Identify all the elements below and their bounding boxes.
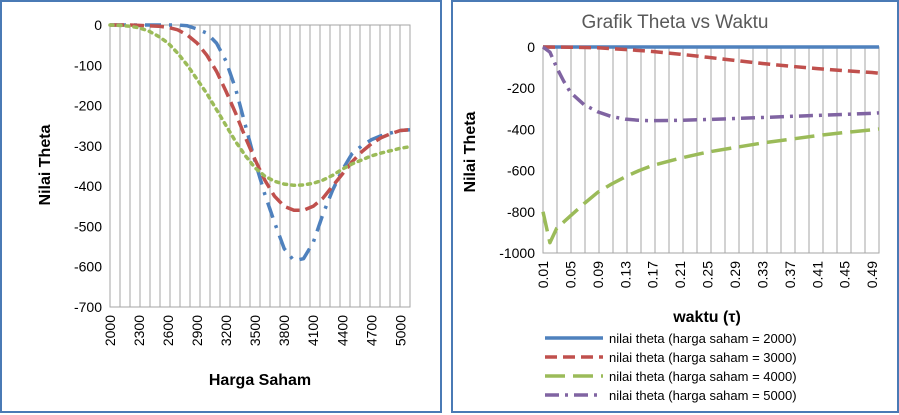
y-axis-ticks: 0 -100 -200 -300 -400 -500 -600 -700 bbox=[74, 17, 102, 315]
chart-series bbox=[541, 45, 880, 245]
x-tick-label: 2600 bbox=[160, 315, 176, 346]
x-tick-label: 3200 bbox=[218, 315, 234, 346]
x-tick-label: 4700 bbox=[363, 315, 379, 346]
x-tick-label: 0.41 bbox=[809, 261, 825, 288]
x-axis-title: Harga Saham bbox=[209, 372, 311, 389]
x-tick-label: 0.01 bbox=[535, 261, 551, 288]
y-tick-label: 0 bbox=[94, 17, 102, 33]
x-tick-label: 0.05 bbox=[562, 261, 578, 288]
x-tick-label: 3800 bbox=[276, 315, 292, 346]
x-tick-label: 2900 bbox=[189, 315, 205, 346]
y-tick-label: -400 bbox=[74, 178, 102, 194]
y-axis-title: Nilai Theta bbox=[462, 111, 479, 192]
x-tick-label: 5000 bbox=[392, 315, 408, 346]
y-tick-label: -100 bbox=[74, 57, 102, 73]
y-axis-ticks: 0 -200 -400 -600 -800 -1000 bbox=[499, 39, 535, 261]
legend-label: nilai theta (harga saham = 2000) bbox=[609, 331, 797, 346]
theta-vs-time-chart-panel: Grafik Theta vs Waktu 0 -200 -400 -600 -800 -… bbox=[451, 0, 899, 413]
x-tick-label: 2300 bbox=[131, 315, 147, 346]
y-tick-label: -600 bbox=[507, 163, 535, 179]
y-tick-label: -600 bbox=[74, 259, 102, 275]
series-line-3 bbox=[108, 23, 412, 188]
theta-vs-price-chart-panel: 0 -100 -200 -300 -400 -500 -600 -700 2000 2300 26… bbox=[0, 0, 442, 413]
y-axis-title: Nilai Theta bbox=[37, 124, 54, 205]
chart-series bbox=[108, 23, 412, 263]
legend-label: nilai theta (harga saham = 4000) bbox=[609, 369, 797, 384]
x-tick-label: 4400 bbox=[334, 315, 350, 346]
y-tick-label: -800 bbox=[507, 204, 535, 220]
legend-label: nilai theta (harga saham = 3000) bbox=[609, 350, 797, 365]
x-tick-label: 0.21 bbox=[672, 261, 688, 288]
x-tick-label: 0.09 bbox=[590, 261, 606, 288]
chart-title: Grafik Theta vs Waktu bbox=[582, 12, 769, 33]
series-line-2 bbox=[110, 23, 411, 213]
x-tick-label: 0.45 bbox=[837, 261, 853, 288]
x-axis-ticks: 0.01 0.05 0.09 0.13 0.17 0.21 0.25 0.29 0.33 0.37… bbox=[535, 261, 880, 288]
y-tick-label: -400 bbox=[507, 121, 535, 137]
x-tick-label: 0.37 bbox=[782, 261, 798, 288]
x-tick-label: 0.25 bbox=[700, 261, 716, 288]
x-tick-label: 2000 bbox=[102, 315, 118, 346]
series-line-4 bbox=[541, 45, 880, 123]
y-tick-label: -700 bbox=[74, 299, 102, 315]
series-line-3 bbox=[541, 127, 880, 245]
series-line-2 bbox=[542, 45, 880, 75]
y-tick-label: 0 bbox=[527, 39, 535, 55]
y-tick-label: -1000 bbox=[499, 245, 535, 261]
y-tick-label: -200 bbox=[507, 80, 535, 96]
y-tick-label: -300 bbox=[74, 138, 102, 154]
x-axis-title: waktu (τ) bbox=[672, 309, 741, 326]
theta-vs-price-chart: 0 -100 -200 -300 -400 -500 -600 -700 2000 2300 26… bbox=[37, 17, 412, 389]
x-tick-label: 3500 bbox=[247, 315, 263, 346]
y-tick-label: -500 bbox=[74, 218, 102, 234]
legend-label: nilai theta (harga saham = 5000) bbox=[609, 388, 797, 403]
chart-grid bbox=[542, 46, 880, 254]
x-tick-label: 0.17 bbox=[645, 261, 661, 288]
x-tick-label: 0.13 bbox=[617, 261, 633, 288]
y-tick-label: -200 bbox=[74, 98, 102, 114]
x-axis-ticks: 2000 2300 2600 2900 3200 3500 3800 4100 4400 4700… bbox=[102, 315, 408, 346]
x-tick-label: 0.33 bbox=[754, 261, 770, 288]
theta-vs-time-chart: Grafik Theta vs Waktu 0 -200 -400 -600 -800 -… bbox=[462, 12, 880, 403]
x-tick-label: 0.29 bbox=[727, 261, 743, 288]
x-tick-label: 0.49 bbox=[864, 261, 880, 288]
chart-legend: nilai theta (harga saham = 2000) nilai th… bbox=[545, 331, 797, 403]
x-tick-label: 4100 bbox=[305, 315, 321, 346]
